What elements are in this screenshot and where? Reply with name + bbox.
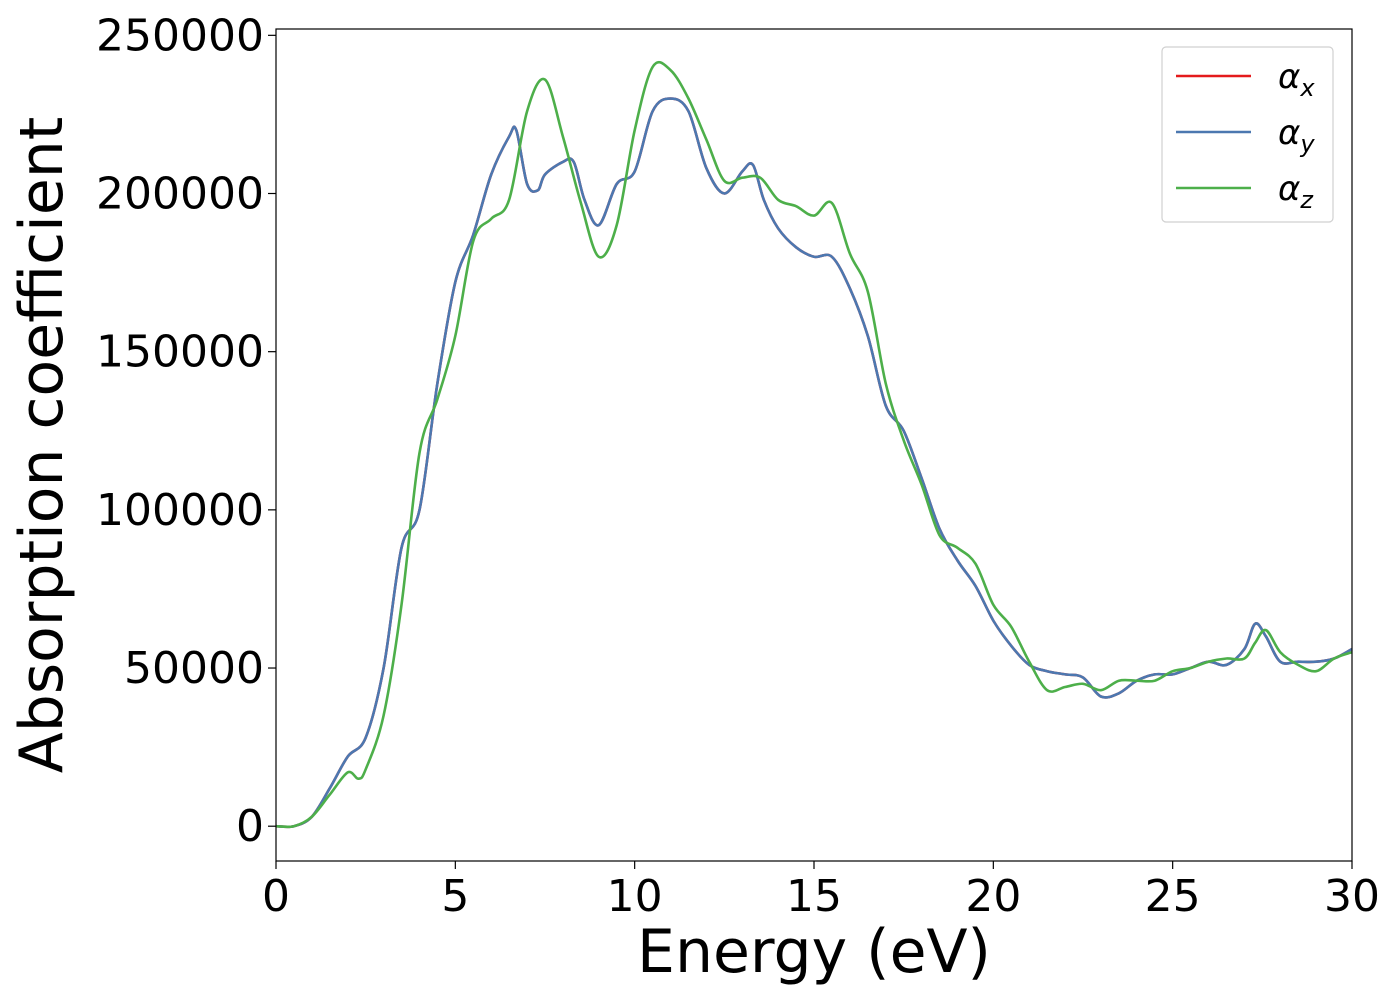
x-tick-label: 20 [965,871,1021,922]
series-line-y [275,97,1353,829]
legend-box [1161,46,1334,223]
y-tick-label: 250000 [96,10,264,61]
legend-label-x: αx [1278,57,1315,102]
y-tick-label: 0 [236,801,264,852]
y-axis-label: Absorption coefficient [7,117,77,774]
x-tick-label: 10 [607,871,663,922]
y-tick-label: 100000 [96,485,264,536]
legend-label-y: αy [1278,113,1315,158]
y-axis-ticks: 0 50000 100000 150000 200000 250000 [96,10,276,852]
y-tick-label: 200000 [96,169,264,220]
x-tick-label: 15 [786,871,842,922]
x-tick-label: 25 [1145,871,1201,922]
x-tick-label: 0 [262,871,290,922]
plot-lines [275,60,1353,829]
x-axis-ticks: 0 5 10 15 20 25 30 [262,861,1380,922]
x-tick-label: 30 [1324,871,1380,922]
legend: αx αy αz [1161,46,1334,223]
x-tick-label: 5 [441,871,469,922]
x-axis-label: Energy (eV) [637,917,991,987]
legend-label-z: αz [1278,169,1314,214]
y-tick-label: 150000 [96,327,264,378]
series-line-z [275,60,1353,829]
y-tick-label: 50000 [124,643,264,694]
